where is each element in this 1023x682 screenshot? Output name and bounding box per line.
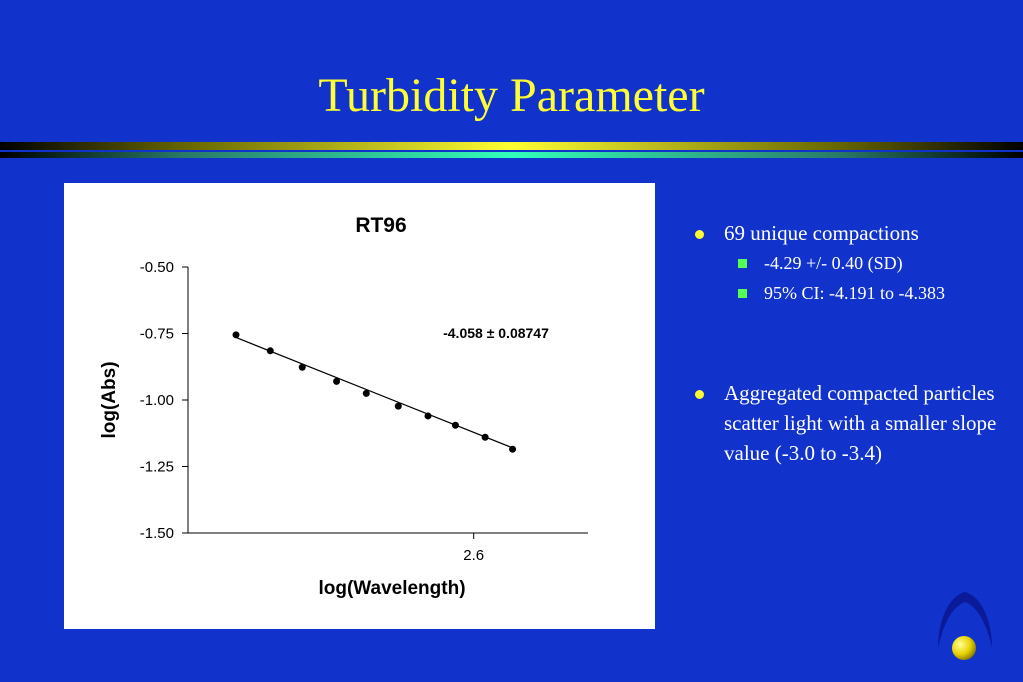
y-tick-label: -0.75 [140,326,174,343]
chart-panel: RT96 -4.058 ± 0.08747 log(Wavelength) lo… [64,183,655,629]
bullet-text: Aggregated compacted particles scatter l… [724,381,997,465]
bullet-dot-icon [695,230,704,239]
data-point [333,377,341,385]
sub-bullet-item: 95% CI: -4.191 to -4.383 [690,278,1010,308]
y-tick-label: -1.50 [140,525,174,542]
data-point [424,412,432,420]
bullet-item: Aggregated compacted particles scatter l… [690,378,1010,468]
sub-bullet-text: -4.29 +/- 0.40 (SD) [764,253,903,273]
bullet-text: 69 unique compactions [724,221,919,245]
data-point [362,389,370,397]
bullet-square-icon [738,289,747,298]
y-tick-label: -1.00 [140,392,174,409]
y-axis-label: log(Abs) [99,361,120,438]
bullet-item: 69 unique compactions [690,218,1010,248]
data-point [298,363,306,371]
fit-line [235,336,513,449]
x-tick-label: 2.6 [463,547,484,564]
data-point [481,433,489,441]
data-point [266,347,274,355]
title-divider [0,142,1023,158]
data-point [451,421,459,429]
sub-bullet-text: 95% CI: -4.191 to -4.383 [764,283,945,303]
bullet-dot-icon [695,390,704,399]
x-axis-label: log(Wavelength) [318,578,465,599]
y-tick-label: -1.25 [140,459,174,476]
bullet-square-icon [738,259,747,268]
data-point [232,331,240,339]
chart-annotation: -4.058 ± 0.08747 [443,325,549,341]
data-point [509,445,517,453]
scatter-chart: RT96 -4.058 ± 0.08747 log(Wavelength) lo… [99,214,588,599]
bullet-list: 69 unique compactions -4.29 +/- 0.40 (SD… [690,218,1010,468]
chart-title: RT96 [355,214,406,237]
data-point [394,402,402,410]
presentation-logo [938,592,992,660]
y-tick-label: -0.50 [140,259,174,276]
sub-bullet-item: -4.29 +/- 0.40 (SD) [690,248,1010,278]
slide-title: Turbidity Parameter [318,69,705,122]
